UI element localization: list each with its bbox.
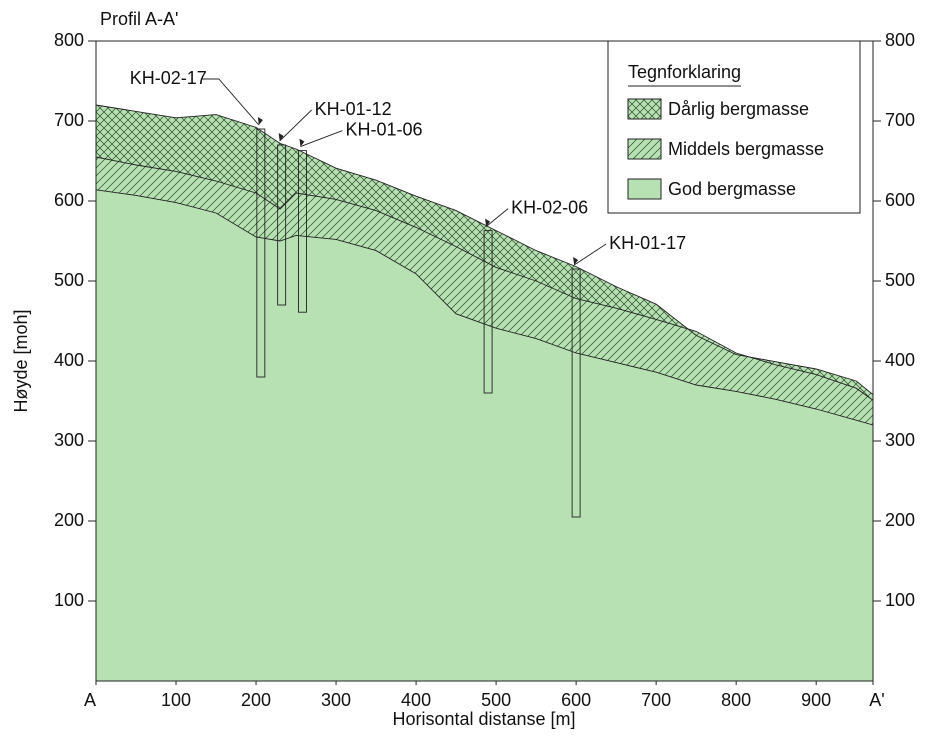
layer-fill — [96, 189, 873, 682]
x-tick-label: 600 — [561, 690, 591, 710]
layer-top-line — [95, 156, 874, 401]
x-tick-label: 200 — [241, 690, 271, 710]
legend-label: Dårlig bergmasse — [668, 99, 809, 119]
y2-tick-label: 400 — [885, 350, 915, 370]
y-tick-label: 200 — [54, 510, 84, 530]
leader-line — [279, 109, 312, 142]
y2-tick-label: 700 — [885, 110, 915, 130]
legend-label: Middels bergmasse — [668, 139, 824, 159]
x-tick-label: 500 — [481, 690, 511, 710]
y-tick-label: 300 — [54, 430, 84, 450]
x-tick-label: A — [84, 690, 96, 710]
y2-tick-label: 100 — [885, 590, 915, 610]
borehole — [571, 268, 581, 518]
borehole — [483, 230, 493, 394]
legend-title: Tegnforklaring — [628, 62, 741, 82]
y2-tick-label: 200 — [885, 510, 915, 530]
leader-line — [200, 78, 260, 126]
leader-arrow — [278, 133, 284, 141]
x-axis-label: Horisontal distanse [m] — [392, 709, 575, 729]
y2-tick-label: 500 — [885, 270, 915, 290]
y-tick-label: 500 — [54, 270, 84, 290]
leader-arrow — [573, 257, 579, 265]
y2-tick-label: 600 — [885, 190, 915, 210]
y-axis-label: Høyde [moh] — [11, 309, 31, 412]
borehole — [298, 150, 307, 313]
legend-swatch-hatch — [627, 138, 662, 160]
y-tick-label: 700 — [54, 110, 84, 130]
chart-title: Profil A-A' — [100, 9, 178, 29]
y2-tick-label: 300 — [885, 430, 915, 450]
leader-line — [485, 208, 509, 227]
layer-top-line — [95, 189, 874, 426]
leader-line — [573, 243, 607, 266]
y-tick-label: 800 — [54, 30, 84, 50]
legend-swatch-hatch — [627, 98, 662, 120]
leader-arrow — [299, 138, 305, 147]
legend-label: God bergmasse — [668, 179, 796, 199]
y-tick-label: 400 — [54, 350, 84, 370]
layer-top-line — [95, 104, 874, 395]
borehole-label: KH-01-12 — [315, 99, 392, 119]
x-tick-label: 800 — [721, 690, 751, 710]
x-tick-label: 400 — [401, 690, 431, 710]
y-tick-label: 100 — [54, 590, 84, 610]
borehole — [256, 128, 266, 378]
x-tick-label: 300 — [321, 690, 351, 710]
x-tick-label: 100 — [161, 690, 191, 710]
borehole-label: KH-02-17 — [130, 68, 207, 88]
borehole — [277, 144, 287, 306]
legend-swatch — [627, 178, 662, 200]
y2-tick-label: 800 — [885, 30, 915, 50]
x-tick-label: 700 — [641, 690, 671, 710]
x-tick-label: 900 — [801, 690, 831, 710]
y-tick-label: 600 — [54, 190, 84, 210]
leader-arrow — [485, 218, 491, 227]
x-tick-label: A' — [869, 690, 884, 710]
leader-line — [300, 130, 343, 148]
borehole-label: KH-01-06 — [345, 119, 422, 139]
leader-arrow — [257, 117, 263, 125]
borehole-label: KH-01-17 — [609, 233, 686, 253]
borehole-label: KH-02-06 — [511, 197, 588, 217]
